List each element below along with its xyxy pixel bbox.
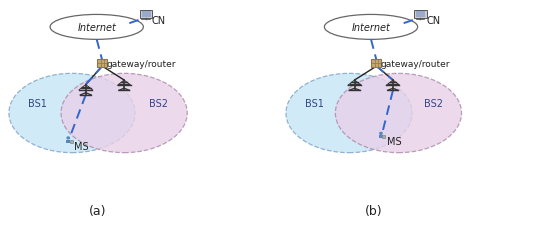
Ellipse shape bbox=[67, 137, 70, 140]
Text: MS: MS bbox=[387, 137, 402, 147]
Text: BS2: BS2 bbox=[424, 99, 443, 109]
Text: BS2: BS2 bbox=[150, 99, 168, 109]
Text: CN: CN bbox=[426, 16, 440, 26]
Text: (a): (a) bbox=[89, 204, 107, 217]
Text: MS: MS bbox=[74, 141, 89, 151]
Bar bbox=[382, 136, 386, 138]
Ellipse shape bbox=[286, 74, 412, 153]
Ellipse shape bbox=[61, 74, 187, 153]
Polygon shape bbox=[379, 136, 383, 139]
Bar bbox=[97, 59, 107, 67]
Text: gateway/router: gateway/router bbox=[381, 59, 450, 68]
Text: Internet: Internet bbox=[351, 23, 390, 33]
Ellipse shape bbox=[324, 15, 417, 40]
Text: (b): (b) bbox=[365, 204, 383, 217]
Bar bbox=[414, 11, 426, 19]
Text: BS1: BS1 bbox=[305, 99, 324, 109]
Text: CN: CN bbox=[152, 16, 166, 26]
Bar bbox=[371, 59, 382, 67]
Bar bbox=[416, 12, 425, 18]
Ellipse shape bbox=[9, 74, 135, 153]
Ellipse shape bbox=[50, 15, 144, 40]
Text: gateway/router: gateway/router bbox=[106, 59, 176, 68]
Bar bbox=[140, 11, 152, 19]
Ellipse shape bbox=[379, 132, 383, 136]
Text: BS1: BS1 bbox=[28, 99, 47, 109]
Polygon shape bbox=[66, 140, 70, 143]
Bar bbox=[141, 12, 151, 18]
Text: Internet: Internet bbox=[77, 23, 116, 33]
Ellipse shape bbox=[336, 74, 461, 153]
Bar bbox=[70, 140, 73, 143]
